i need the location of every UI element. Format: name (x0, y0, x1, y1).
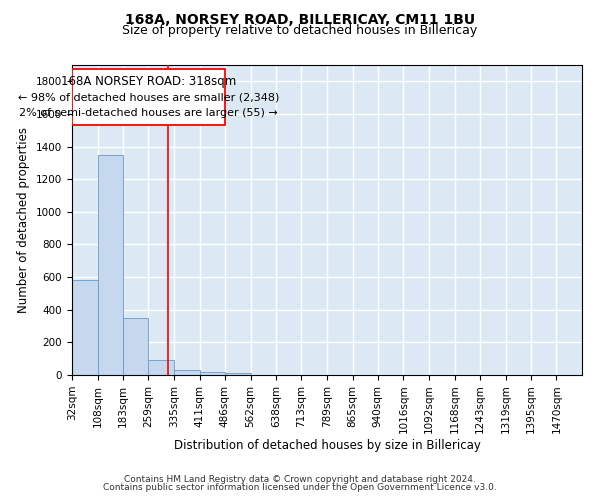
Text: 168A NORSEY ROAD: 318sqm: 168A NORSEY ROAD: 318sqm (61, 75, 236, 88)
Bar (200, 372, 225, 375)
Text: 168A, NORSEY ROAD, BILLERICAY, CM11 1BU: 168A, NORSEY ROAD, BILLERICAY, CM11 1BU (125, 12, 475, 26)
Bar (98, 154, 123, 375)
Text: ← 98% of detached houses are smaller (2,348): ← 98% of detached houses are smaller (2,… (18, 92, 279, 102)
Bar (225, 372, 251, 375)
Bar (174, 370, 200, 375)
Bar (72, 280, 98, 375)
FancyBboxPatch shape (72, 69, 225, 126)
Text: 2% of semi-detached houses are larger (55) →: 2% of semi-detached houses are larger (5… (19, 108, 278, 118)
Bar (123, 318, 148, 375)
Y-axis label: Number of detached properties: Number of detached properties (17, 127, 31, 313)
X-axis label: Distribution of detached houses by size in Billericay: Distribution of detached houses by size … (173, 439, 481, 452)
Text: Size of property relative to detached houses in Billericay: Size of property relative to detached ho… (122, 24, 478, 37)
Bar (148, 360, 174, 375)
Text: Contains HM Land Registry data © Crown copyright and database right 2024.: Contains HM Land Registry data © Crown c… (124, 474, 476, 484)
Text: Contains public sector information licensed under the Open Government Licence v3: Contains public sector information licen… (103, 484, 497, 492)
